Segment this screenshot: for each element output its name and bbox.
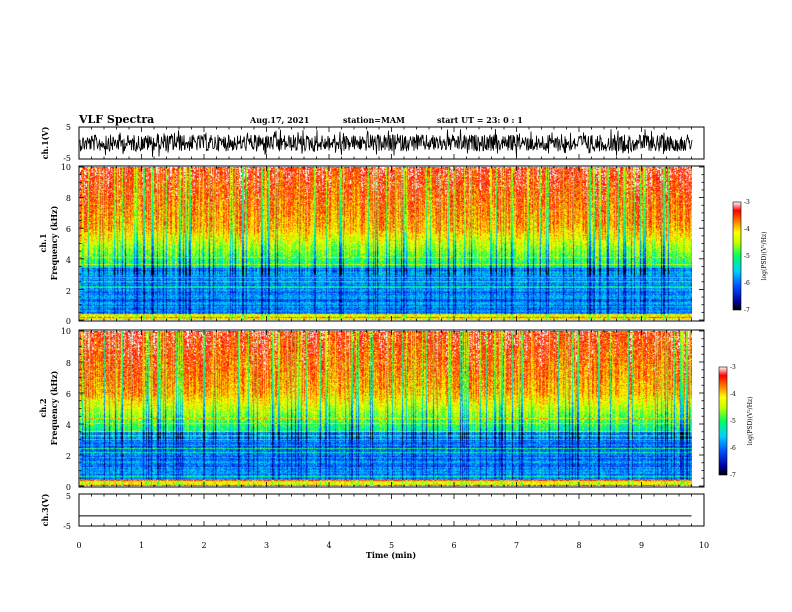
ch1-ytick-top: 5 — [66, 123, 71, 132]
ch2-colorbar — [718, 366, 728, 476]
figure-title: VLF Spectra — [78, 113, 154, 126]
xtick-7: 7 — [514, 541, 519, 550]
ch2-spectrogram-panel: 10 8 6 4 2 0 ch.2 Frequency (kHz) -3 -4 … — [38, 327, 754, 492]
xtick-9: 9 — [639, 541, 644, 550]
spec1-ylabel-channel: ch.1 — [38, 233, 48, 252]
spec2-ytick-0: 0 — [66, 483, 71, 492]
xtick-10: 10 — [699, 541, 709, 550]
ch1-waveform-ylabel: ch.1(V) — [40, 126, 50, 159]
cb2-tick-m7: -7 — [730, 472, 736, 479]
spec2-ytick-10: 10 — [61, 327, 71, 336]
ch1-waveform-trace — [79, 128, 693, 157]
ch1-ytick-bottom: -5 — [63, 154, 71, 163]
cb1-tick-m7: -7 — [744, 307, 750, 314]
ch1-spectrogram-image — [80, 167, 692, 320]
spec1-ytick-4: 4 — [66, 256, 71, 265]
xtick-2: 2 — [201, 541, 206, 550]
ch3-ytick-top: 5 — [66, 492, 71, 501]
xtick-3: 3 — [264, 541, 269, 550]
ch1-spectrogram-panel: 10 8 6 4 2 0 ch.1 Frequency (kHz) -3 -4 … — [38, 163, 768, 326]
spec2-ytick-4: 4 — [66, 421, 71, 430]
cb2-label: log(PSD)(V²/Hz) — [747, 397, 754, 446]
cb2-tick-m4: -4 — [730, 391, 736, 398]
spec1-ytick-6: 6 — [66, 225, 71, 234]
xtick-4: 4 — [326, 541, 331, 550]
ch3-ytick-bottom: -5 — [63, 522, 71, 531]
date-label: Aug.17, 2021 — [249, 115, 309, 125]
cb1-tick-m6: -6 — [744, 280, 750, 287]
cb1-tick-m5: -5 — [744, 253, 750, 260]
ch1-waveform-panel: 5 -5 ch.1(V) — [40, 123, 705, 163]
xtick-5: 5 — [389, 541, 394, 550]
spec2-ytick-2: 2 — [66, 452, 71, 461]
xtick-6: 6 — [451, 541, 456, 550]
ch2-spectrogram-image — [80, 331, 692, 486]
ch3-waveform-panel: 5 -5 ch.3(V) — [40, 492, 705, 531]
cb1-tick-m3: -3 — [744, 199, 750, 206]
ch3-waveform-ylabel: ch.3(V) — [40, 493, 50, 526]
start-time-label: start UT = 23: 0 : 1 — [437, 115, 523, 125]
x-axis-label: Time (min) — [366, 550, 416, 560]
spec1-ylabel-freq: Frequency (kHz) — [49, 205, 59, 280]
ch1-waveform-line — [79, 128, 693, 157]
spec1-ytick-0: 0 — [66, 317, 71, 326]
cb2-tick-m3: -3 — [730, 364, 736, 371]
cb2-tick-m5: -5 — [730, 418, 736, 425]
ch1-colorbar — [732, 201, 742, 311]
x-axis-tick-labels: 0 1 2 3 4 5 6 7 8 9 10 — [76, 541, 709, 550]
spec2-ytick-6: 6 — [66, 390, 71, 399]
spec2-ylabel-channel: ch.2 — [38, 398, 48, 417]
spec2-ytick-8: 8 — [66, 359, 71, 368]
spec2-ylabel-freq: Frequency (kHz) — [49, 370, 59, 445]
axis-ticks — [78, 127, 705, 526]
cb2-tick-m6: -6 — [730, 445, 736, 452]
cb1-tick-m4: -4 — [744, 226, 750, 233]
station-label: station=MAM — [343, 115, 405, 125]
spec1-ytick-10: 10 — [61, 163, 71, 172]
spec1-ytick-8: 8 — [66, 194, 71, 203]
xtick-0: 0 — [76, 541, 81, 550]
xtick-1: 1 — [139, 541, 144, 550]
xtick-8: 8 — [576, 541, 581, 550]
cb1-label: log(PSD)(V²/Hz) — [761, 232, 768, 281]
spec1-ytick-2: 2 — [66, 287, 71, 296]
